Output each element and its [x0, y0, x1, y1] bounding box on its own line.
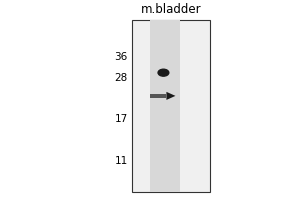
- Circle shape: [158, 69, 169, 76]
- Polygon shape: [167, 92, 176, 100]
- Text: m.bladder: m.bladder: [141, 3, 201, 16]
- Text: 11: 11: [114, 156, 128, 166]
- Bar: [132, 20, 210, 192]
- Bar: [150, 94, 166, 98]
- Text: 28: 28: [114, 73, 128, 83]
- Text: 36: 36: [114, 52, 128, 62]
- Bar: [150, 20, 180, 192]
- Text: 17: 17: [114, 114, 128, 124]
